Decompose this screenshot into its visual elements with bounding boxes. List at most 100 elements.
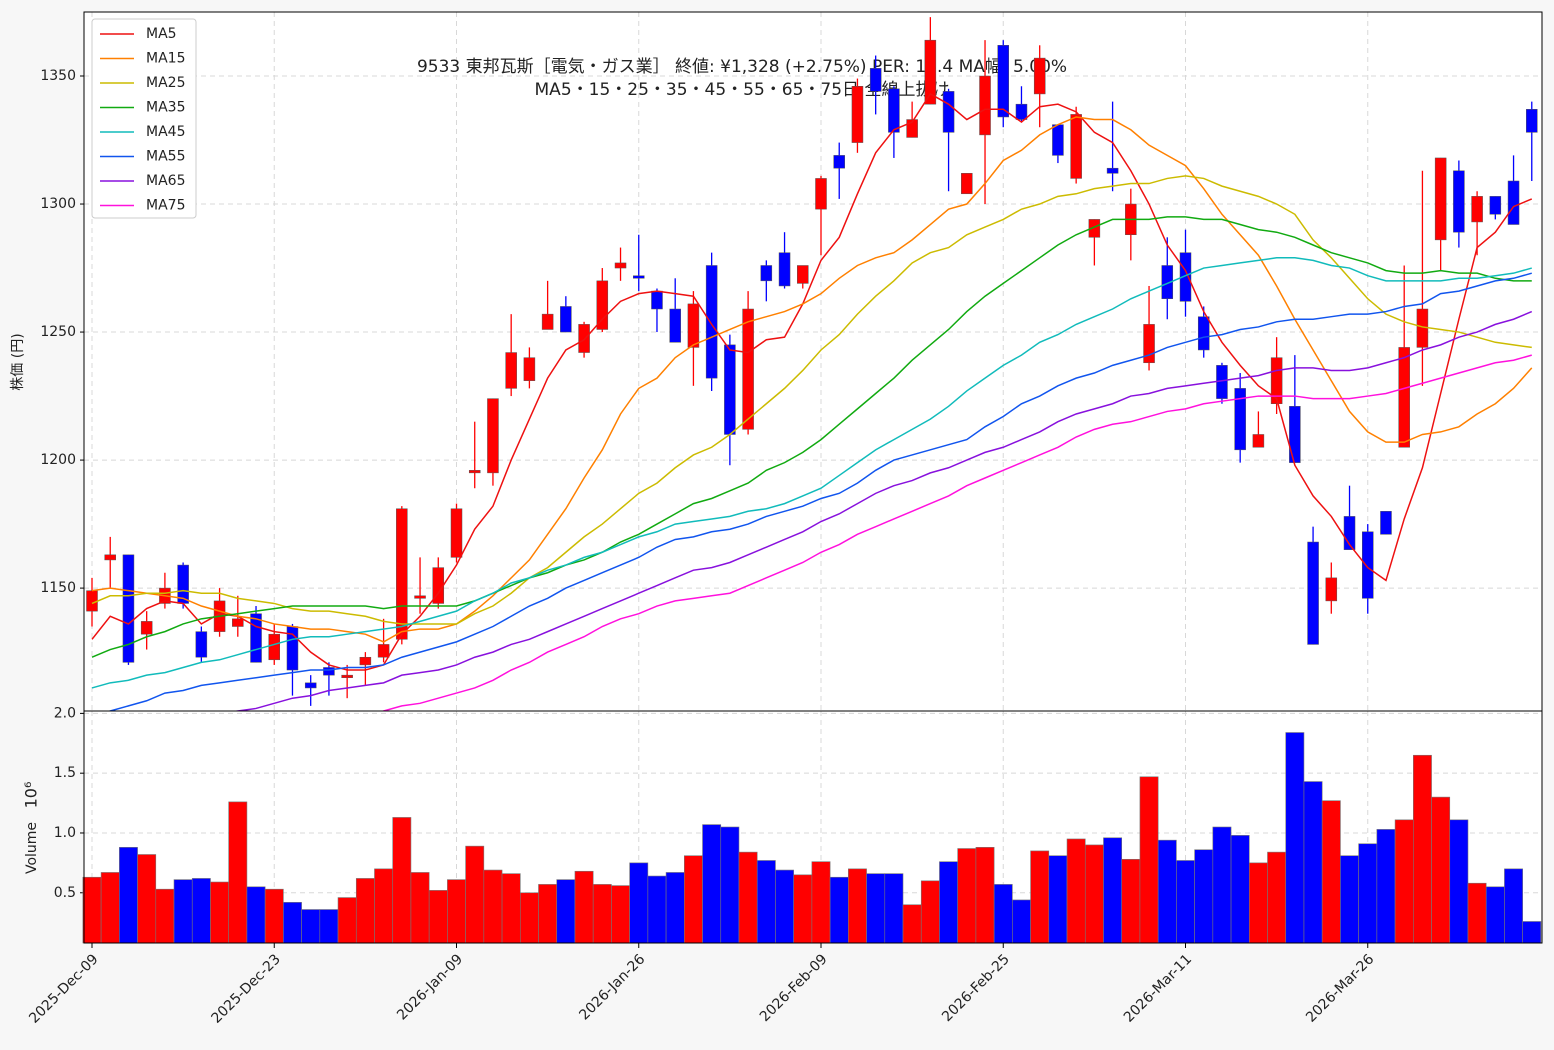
volume-bar [319, 909, 339, 944]
volume-bar [1048, 855, 1068, 944]
candle-body [578, 324, 590, 353]
candle-body [833, 155, 845, 169]
candle-body [633, 275, 645, 279]
x-tick-label: 2026-Mar-11 [1121, 951, 1195, 1025]
volume-bar [993, 884, 1013, 944]
volume-bar [1285, 732, 1305, 944]
candle-body [1307, 541, 1319, 645]
ma-lines [91, 92, 1533, 711]
candle-body [232, 618, 244, 627]
volume-bar [82, 876, 102, 944]
x-tick-label: 2026-Mar-26 [1303, 951, 1377, 1025]
volume-bar [611, 885, 630, 944]
ma-line [91, 116, 1533, 643]
volume-bar [556, 879, 576, 944]
volume-bar [829, 876, 849, 944]
legend-label: MA65 [146, 173, 185, 189]
candle-body [1161, 265, 1174, 300]
candle-body [614, 262, 627, 269]
candle-body [669, 308, 681, 343]
volume-bar [1413, 754, 1432, 944]
candle-body [687, 303, 700, 348]
volume-bar [902, 904, 922, 944]
candle-body [815, 178, 827, 210]
x-tick-label: 2025-Dec-09 [26, 951, 101, 1026]
legend-label: MA5 [146, 26, 177, 42]
candle-body [1143, 324, 1155, 364]
legend-label: MA15 [146, 51, 185, 67]
volume-bar [100, 872, 120, 944]
volume-bar [1066, 838, 1086, 944]
volume-bar [501, 873, 521, 944]
candle-body [341, 674, 353, 678]
volume-bar [1449, 819, 1469, 944]
volume-bar [1176, 860, 1195, 944]
candle-body [323, 667, 335, 676]
candle-body [1489, 196, 1502, 215]
candle-body [961, 173, 973, 195]
candle-body [304, 682, 317, 689]
legend-label: MA25 [146, 75, 185, 91]
y-tick-label: 1250 [40, 324, 76, 340]
candles [86, 17, 1538, 706]
candle-body [1106, 167, 1119, 174]
candle-body [505, 352, 517, 389]
candle-body [1343, 516, 1356, 550]
volume-bar [629, 862, 649, 944]
candle-body [104, 554, 116, 561]
y-tick-label: 1200 [40, 452, 76, 468]
candle-body [1434, 157, 1447, 241]
candle-body [377, 644, 390, 658]
candle-body [195, 631, 208, 658]
candle-body [705, 265, 718, 379]
volume-bar [447, 879, 466, 944]
volume-bar [1504, 868, 1523, 944]
volume-bar [538, 884, 558, 944]
x-tick-label: 2026-Jan-26 [576, 951, 648, 1023]
volume-bar [374, 868, 394, 944]
candle-body [1015, 103, 1028, 120]
x-tick-label: 2026-Feb-09 [757, 951, 831, 1025]
volume-bar [210, 881, 229, 944]
candle-body [268, 633, 280, 661]
volume-bar [884, 873, 904, 944]
volume-offset-label: 10⁶ [22, 782, 41, 809]
volume-bar [1267, 851, 1287, 944]
volume-bar [939, 861, 958, 944]
volume-bar [957, 848, 977, 944]
candle-body [1070, 114, 1082, 179]
x-tick-label: 2026-Jan-09 [394, 951, 466, 1023]
volume-bar [1103, 837, 1123, 944]
candle-body [906, 119, 918, 138]
volume-bar [1157, 839, 1177, 944]
ma-line [107, 272, 1532, 711]
y-tick-label: 0.5 [54, 885, 76, 901]
volume-bar [1303, 781, 1323, 944]
volume-bar [1376, 829, 1396, 944]
volume-bar [428, 890, 448, 944]
volume-bar [283, 902, 302, 944]
legend-label: MA75 [146, 198, 185, 214]
candle-body [851, 86, 864, 143]
candle-body [1179, 252, 1192, 302]
y-tick-label: 1300 [40, 196, 76, 212]
volume-bar [228, 801, 248, 944]
volume-bar [191, 878, 211, 944]
volume-bar [155, 888, 175, 944]
volume-bar [1394, 819, 1414, 944]
y-tick-label: 1350 [40, 68, 76, 84]
ma-line [232, 310, 1533, 711]
volume-bar [355, 878, 375, 944]
candle-body [596, 280, 609, 330]
candle-body [541, 313, 554, 330]
candle-body [997, 45, 1009, 118]
candle-body [414, 595, 426, 599]
candle-body [1197, 316, 1210, 351]
candle-body [250, 613, 262, 663]
candle-body [359, 656, 372, 666]
candle-body [560, 306, 572, 333]
volume-bar [720, 826, 740, 944]
volume-bar [301, 909, 321, 944]
volume-bar [519, 892, 539, 944]
volume-axis-label: Volume [24, 822, 40, 874]
